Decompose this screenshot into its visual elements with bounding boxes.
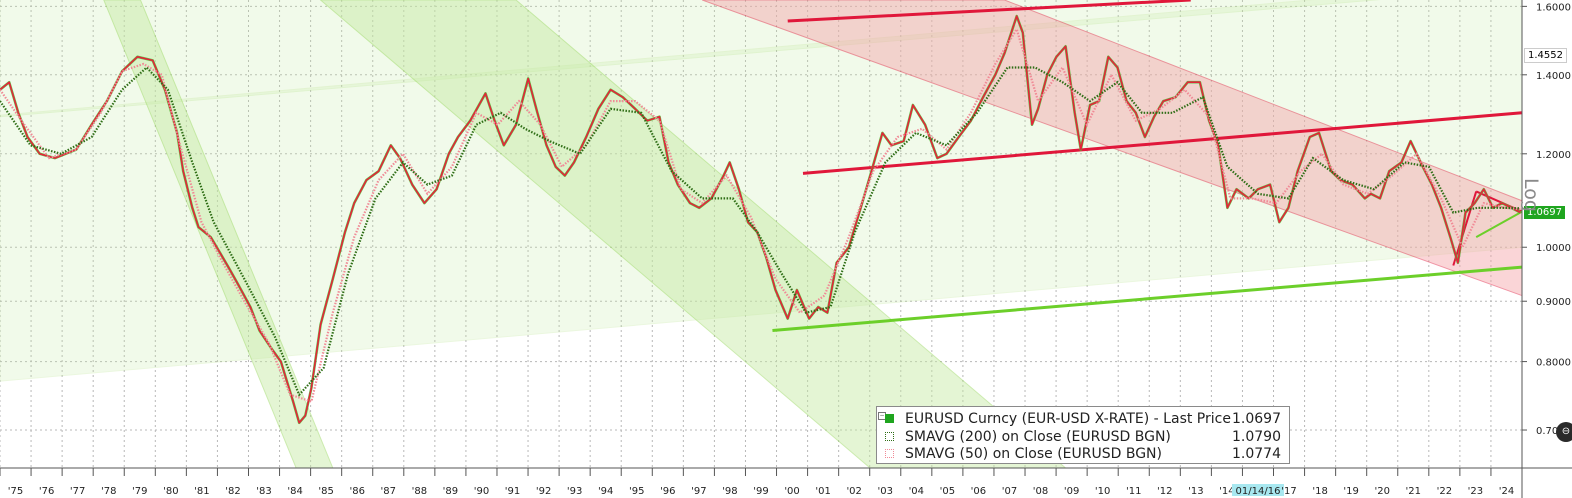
x-tick-label-30: '05 [940, 486, 955, 497]
legend-label-smavg-50: SMAVG (50) on Close (EURUSD BGN) [905, 446, 1162, 462]
x-tick-label-29: '04 [909, 486, 924, 497]
legend-row-last-price[interactable]: − EURUSD Curncy (EUR-USD X-RATE) - Last … [877, 410, 1289, 428]
y-tick-label-4: 1.2000 [1536, 150, 1571, 161]
x-tick-label-21: '96 [660, 486, 675, 497]
y-tick-label-1: 0.8000 [1536, 358, 1571, 369]
x-tick-label-17: '92 [536, 486, 551, 497]
x-tick-label-23: '98 [722, 486, 737, 497]
x-tick-label-12: '87 [381, 486, 396, 497]
x-tick-label-18: '93 [567, 486, 582, 497]
y-tick-label-0: 0.700 [1536, 426, 1565, 437]
chart-menu-button[interactable]: ⊖ [1556, 422, 1572, 442]
legend-swatch-smavg-200 [885, 432, 894, 441]
x-tick-label-34: '09 [1064, 486, 1079, 497]
x-tick-label-13: '88 [412, 486, 427, 497]
legend-swatch-smavg-50 [885, 449, 894, 458]
legend-label-last-price: EURUSD Curncy (EUR-USD X-RATE) - Last Pr… [905, 411, 1231, 427]
x-tick-label-28: '03 [878, 486, 893, 497]
x-tick-label-5: '80 [163, 486, 178, 497]
price-series [0, 14, 1522, 425]
x-tick-label-38: '13 [1188, 486, 1203, 497]
x-tick-label-3: '78 [101, 486, 116, 497]
trend-line-0 [772, 265, 1523, 333]
legend-value-smavg-200: 1.0790 [1232, 429, 1281, 445]
x-tick-label-27: '02 [846, 486, 861, 497]
x-tick-label-4: '79 [132, 486, 147, 497]
smavg-50-line [0, 26, 1521, 403]
x-tick-label-35: '10 [1095, 486, 1110, 497]
legend-swatch-last-price [885, 414, 894, 423]
x-tick-label-32: '07 [1002, 486, 1017, 497]
x-tick-highlight [1231, 484, 1284, 496]
y-tick-label-5: 1.4000 [1536, 71, 1571, 82]
x-tick-label-2: '77 [70, 486, 85, 497]
x-tick-label-39: '14 [1219, 486, 1234, 497]
y-tick-label-3: 1.0000 [1536, 243, 1571, 254]
x-tick-label-22: '97 [691, 486, 706, 497]
x-tick-label-44: '20 [1374, 486, 1389, 497]
last-price-badge: 1.0697 [1524, 205, 1565, 219]
x-tick-label-37: '12 [1157, 486, 1172, 497]
x-tick-label-31: '06 [971, 486, 986, 497]
x-tick-label-7: '82 [225, 486, 240, 497]
x-tick-label-8: '83 [256, 486, 271, 497]
trend-line-2 [787, 0, 1191, 23]
legend-row-smavg-200[interactable]: SMAVG (200) on Close (EURUSD BGN) 1.0790 [877, 428, 1289, 446]
grid-lines [0, 0, 1522, 468]
x-tick-label-25: '00 [784, 486, 799, 497]
x-tick-label-40: 01/14/16 [1236, 486, 1281, 497]
x-tick-label-47: '23 [1468, 486, 1483, 497]
chart-legend: − EURUSD Curncy (EUR-USD X-RATE) - Last … [876, 406, 1290, 464]
x-tick-label-26: '01 [815, 486, 830, 497]
x-tick-label-16: '91 [505, 486, 520, 497]
x-tick-label-43: '19 [1343, 486, 1358, 497]
x-tick-label-9: '84 [287, 486, 302, 497]
x-tick-label-46: '22 [1437, 486, 1452, 497]
x-tick-label-6: '81 [194, 486, 209, 497]
x-tick-label-24: '99 [753, 486, 768, 497]
log-scale-label: Log [1520, 178, 1542, 212]
x-tick-label-1: '76 [39, 486, 54, 497]
rising-green-channel-0 [0, 0, 1523, 382]
last-price-badge-label: 1.0697 [1527, 206, 1562, 218]
x-tick-label-36: '11 [1126, 486, 1141, 497]
x-tick-label-48: '24 [1499, 486, 1514, 497]
x-tick-label-10: '85 [318, 486, 333, 497]
x-tick-label-19: '94 [598, 486, 613, 497]
x-tick-label-41: '17 [1281, 486, 1296, 497]
trend-line-1 [802, 111, 1523, 175]
x-tick-label-20: '95 [629, 486, 644, 497]
x-tick-label-42: '18 [1312, 486, 1327, 497]
x-tick-label-15: '90 [474, 486, 489, 497]
x-tick-label-11: '86 [349, 486, 364, 497]
y-tick-label-6: 1.6000 [1536, 2, 1571, 13]
x-tick-label-45: '21 [1406, 486, 1421, 497]
price-badge-label: 1.4552 [1528, 49, 1563, 61]
legend-row-smavg-50[interactable]: SMAVG (50) on Close (EURUSD BGN) 1.0774 [877, 445, 1289, 463]
price-line [0, 15, 1521, 424]
price-badge-1-4552: 1.4552 [1524, 47, 1567, 63]
trend-line-5 [1475, 210, 1523, 238]
legend-label-smavg-200: SMAVG (200) on Close (EURUSD BGN) [905, 429, 1171, 445]
x-tick-label-33: '08 [1033, 486, 1048, 497]
y-tick-label-2: 0.9000 [1536, 297, 1571, 308]
x-tick-label-0: '75 [8, 486, 23, 497]
legend-value-smavg-50: 1.0774 [1232, 446, 1281, 462]
legend-value-last-price: 1.0697 [1232, 411, 1281, 427]
smavg-200-line [0, 65, 1521, 397]
x-tick-label-14: '89 [443, 486, 458, 497]
